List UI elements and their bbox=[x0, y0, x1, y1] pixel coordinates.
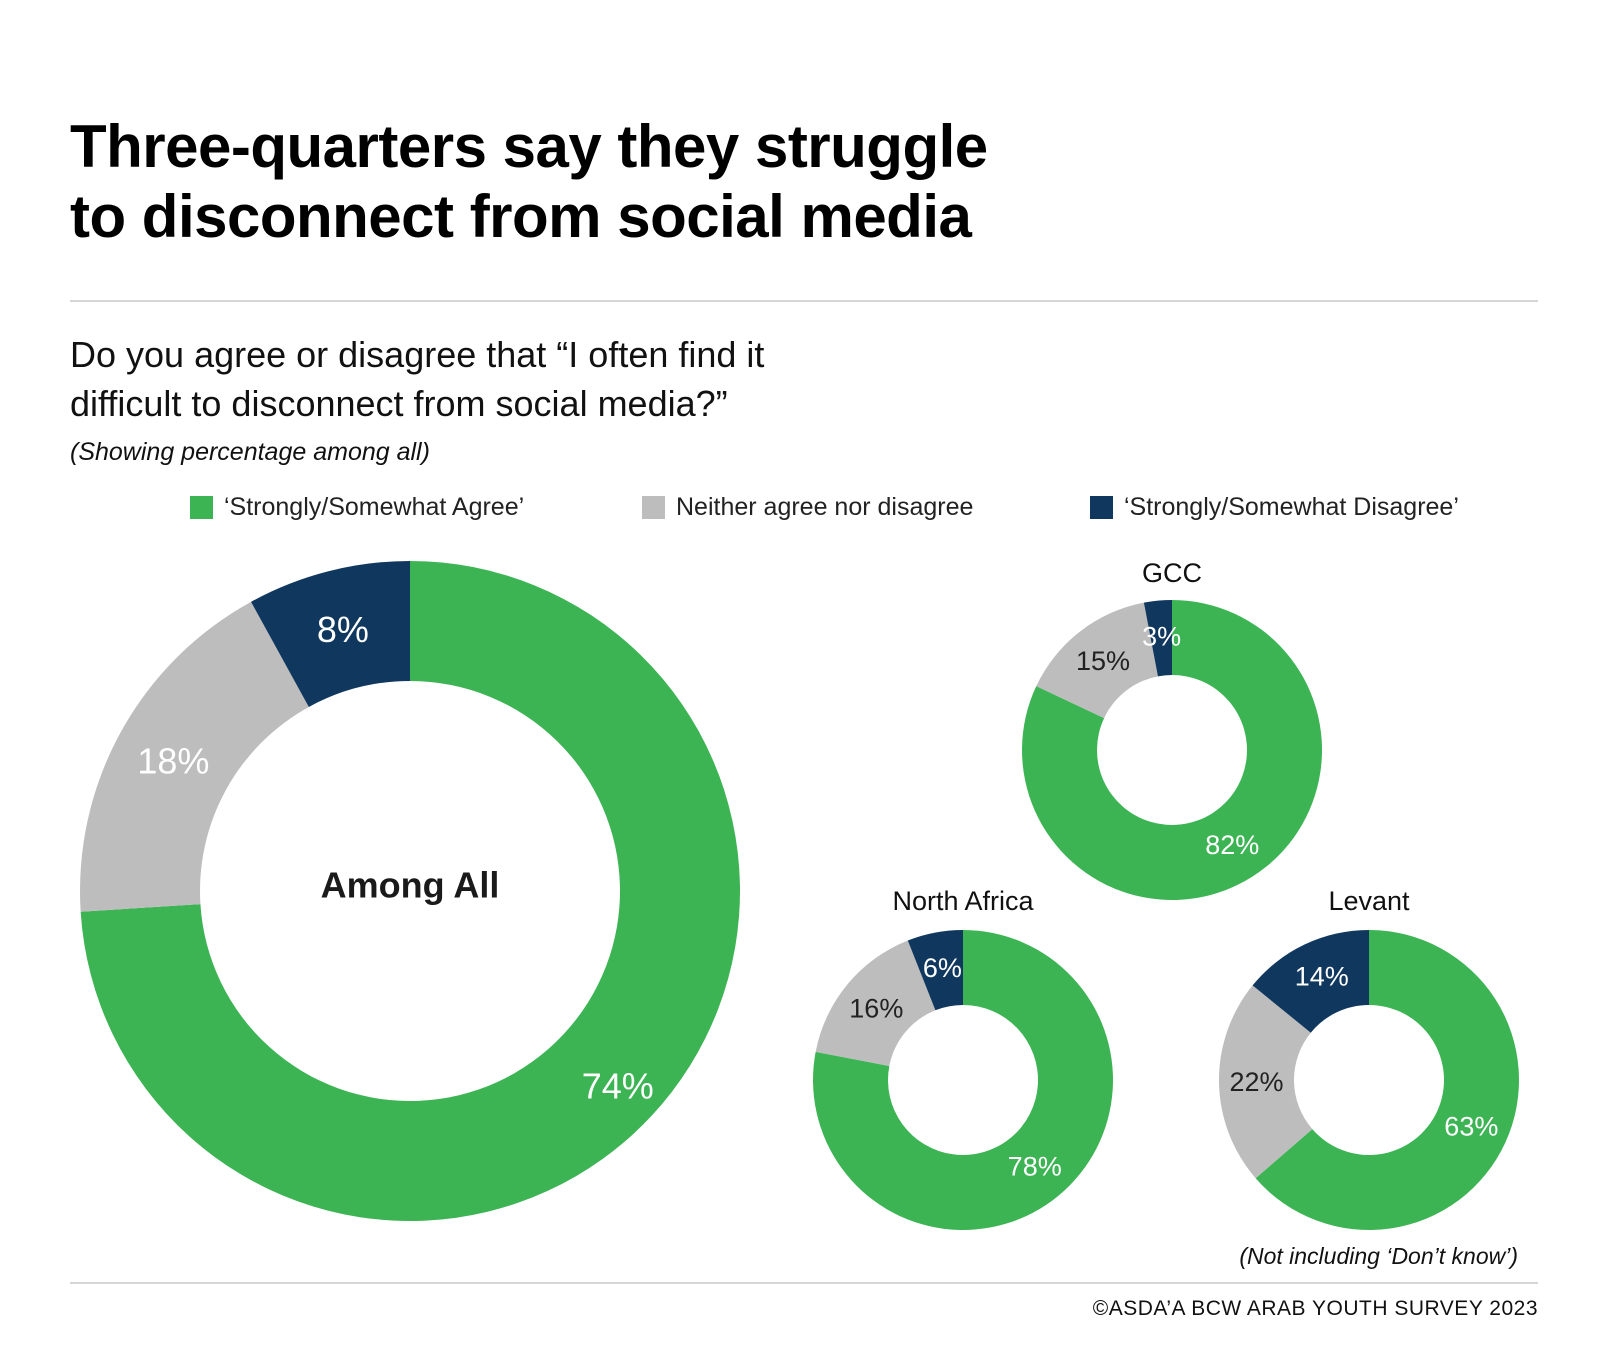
chart-title-levant: Levant bbox=[1328, 886, 1410, 916]
donut-gcc: 82% 15% 3% GCC bbox=[1022, 558, 1322, 900]
footnote: (Not including ‘Don’t know’) bbox=[1239, 1243, 1518, 1270]
chart-title-gcc: GCC bbox=[1142, 558, 1202, 588]
label-north-africa-neither: 16% bbox=[849, 993, 903, 1023]
label-north-africa-disagree: 6% bbox=[923, 953, 962, 983]
label-among-all-agree: 74% bbox=[582, 1066, 654, 1107]
bottom-divider bbox=[70, 1282, 1538, 1284]
donut-among-all: 74% 18% 8% Among All bbox=[80, 561, 740, 1221]
label-levant-neither: 22% bbox=[1229, 1067, 1283, 1097]
label-gcc-disagree: 3% bbox=[1142, 621, 1181, 651]
label-levant-disagree: 14% bbox=[1295, 962, 1349, 992]
donut-levant: 63% 22% 14% Levant bbox=[1219, 886, 1519, 1230]
label-among-all-neither: 18% bbox=[137, 740, 209, 781]
label-among-all-disagree: 8% bbox=[317, 609, 369, 650]
source-credit: ©ASDA’A BCW ARAB YOUTH SURVEY 2023 bbox=[1093, 1297, 1538, 1321]
label-north-africa-agree: 78% bbox=[1008, 1152, 1062, 1182]
center-label-among-all: Among All bbox=[321, 865, 500, 906]
chart-title-north-africa: North Africa bbox=[892, 886, 1034, 916]
label-gcc-neither: 15% bbox=[1076, 646, 1130, 676]
label-levant-agree: 63% bbox=[1444, 1112, 1498, 1142]
donut-charts: 74% 18% 8% Among All 82% 15% 3% GCC 78% 16% 6% Nort… bbox=[0, 0, 1600, 1353]
label-gcc-agree: 82% bbox=[1205, 830, 1259, 860]
donut-north-africa: 78% 16% 6% North Africa bbox=[813, 886, 1113, 1230]
